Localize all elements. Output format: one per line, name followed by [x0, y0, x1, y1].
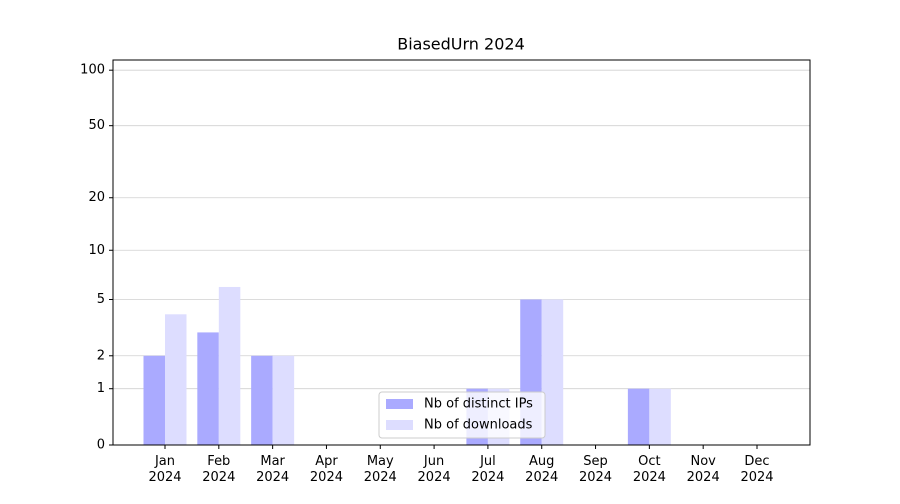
legend-frame — [378, 391, 546, 439]
x-tick-label: Oct 2024 — [633, 454, 666, 485]
y-tick-label: 50 — [88, 118, 105, 133]
x-tick-label: Aug 2024 — [525, 454, 558, 485]
y-tick-label: 2 — [97, 348, 105, 363]
bar — [541, 299, 564, 445]
x-tick-label: Nov 2024 — [687, 454, 720, 485]
y-tick-label: 0 — [97, 438, 105, 453]
legend-label: Nb of downloads — [424, 418, 533, 433]
x-tick-label: Dec 2024 — [740, 454, 773, 485]
bar — [627, 388, 650, 445]
x-tick-label: Sep 2024 — [579, 454, 612, 485]
bar — [218, 286, 241, 445]
y-tick-label: 5 — [97, 292, 105, 307]
bar — [649, 388, 671, 445]
bar — [251, 355, 273, 445]
x-tick-label: Jun 2024 — [418, 454, 451, 485]
plot-frame — [112, 59, 811, 446]
bar — [143, 355, 165, 445]
legend-swatch — [386, 399, 413, 409]
legend-swatch — [386, 420, 413, 430]
bar — [272, 355, 295, 445]
y-tick-label: 1 — [97, 381, 105, 396]
x-tick-label: Jan 2024 — [148, 454, 181, 485]
x-tick-label: Apr 2024 — [310, 454, 343, 485]
x-tick-label: Feb 2024 — [202, 454, 235, 485]
chart-title: BiasedUrn 2024 — [397, 35, 525, 54]
legend: Nb of distinct IPs Nb of downloads — [378, 391, 546, 439]
y-tick-label: 20 — [88, 190, 105, 205]
bar — [165, 314, 187, 445]
x-tick-label: Mar 2024 — [256, 454, 289, 485]
bar — [197, 332, 219, 445]
x-tick-label: May 2024 — [364, 454, 397, 485]
y-tick-label: 10 — [88, 243, 105, 258]
x-tick-label: Jul 2024 — [471, 454, 504, 485]
legend-label: Nb of distinct IPs — [424, 397, 533, 412]
y-tick-label: 100 — [80, 63, 105, 78]
